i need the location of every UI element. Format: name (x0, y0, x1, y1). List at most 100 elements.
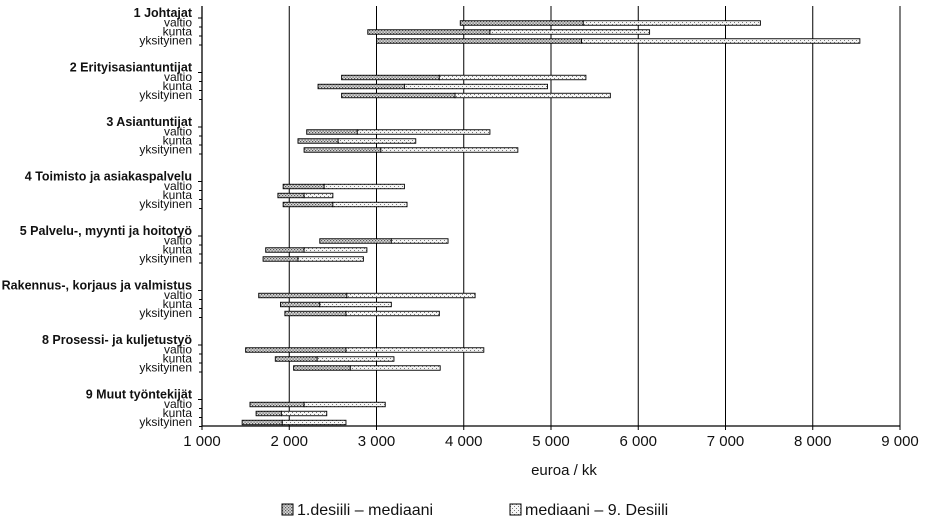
row-label: kunta (163, 352, 193, 366)
bar-segment-high (380, 147, 519, 153)
bar-segment-high (281, 419, 347, 426)
bar-segment-low (367, 29, 491, 35)
bar-segment-low (265, 247, 305, 253)
bar-segment-high (303, 247, 368, 253)
bar-segment-high (280, 410, 328, 417)
row-label: valtio (164, 343, 192, 357)
bar-segment-high (346, 292, 476, 299)
bar-segment-high (319, 301, 392, 308)
group-label: 3 Asiantuntijat (106, 115, 192, 129)
grid (288, 6, 901, 426)
group-label: 5 Palvelu-, myynti ja hoitotyö (20, 224, 193, 238)
bars (241, 20, 861, 426)
x-tick-label: 7 000 (707, 433, 745, 450)
x-tick-label: 5 000 (532, 433, 570, 450)
x-axis-ticks: 1 000 2 000 3 000 4 000 5 000 6 000 7 000 8 000… (183, 426, 919, 450)
bar-segment-low (280, 301, 321, 308)
bar-segment-low (459, 20, 584, 26)
row-label: valtio (164, 234, 192, 248)
bar-segment-low (341, 74, 440, 81)
bar-segment-high (337, 138, 417, 144)
group-label: 9 Muut työntekijät (86, 388, 193, 402)
row-label: yksityinen (139, 361, 192, 375)
bar-segment-low (284, 310, 347, 317)
bar-segment-low (306, 129, 358, 135)
bar-segment-low (282, 201, 334, 208)
x-tick-label: 8 000 (794, 433, 832, 450)
bar-segment-high (582, 20, 761, 26)
bar-segment-low (258, 292, 348, 299)
legend-swatch-low (281, 503, 294, 516)
group-label: 4 Toimisto ja asiakaspalvelu (25, 170, 192, 184)
row-label: valtio (164, 397, 192, 411)
bar-segment-high (332, 201, 408, 208)
bar-segment-low (376, 38, 582, 44)
row-label: valtio (164, 179, 192, 193)
bar-segment-low (341, 92, 456, 99)
bar-segment-low (319, 238, 392, 244)
bar-segment-low (255, 410, 282, 417)
bar-segment-high (345, 347, 485, 353)
legend-swatch-high (509, 503, 522, 516)
legend-item-high: mediaani – 9. Desiili (509, 502, 668, 519)
bar-segment-low (297, 138, 339, 144)
bar-segment-low (317, 83, 405, 90)
bar-segment-high (323, 183, 405, 190)
group-label: 2 Erityisasiantuntijat (70, 61, 193, 75)
row-label: valtio (164, 16, 192, 30)
bar-segment-high (403, 83, 548, 90)
row-label: yksityinen (139, 415, 192, 429)
row-label: yksityinen (139, 197, 192, 211)
row-label: kunta (163, 188, 193, 202)
bar-segment-low (282, 183, 325, 190)
row-label: yksityinen (139, 34, 192, 48)
bar-segment-high (297, 256, 364, 262)
x-tick-label: 3 000 (358, 433, 396, 450)
bar-segment-high (356, 129, 491, 135)
bar-segment-high (303, 192, 334, 199)
bar-segment-high (581, 38, 861, 44)
row-label: yksityinen (139, 88, 192, 102)
bar-segment-high (489, 29, 651, 35)
x-axis-title: euroa / kk (531, 462, 597, 479)
row-label: valtio (164, 288, 192, 302)
row-label: kunta (163, 406, 193, 420)
row-label: valtio (164, 70, 192, 84)
x-tick-label: 4 000 (445, 433, 483, 450)
row-label: yksityinen (139, 252, 192, 266)
x-tick-label: 2 000 (270, 433, 308, 450)
legend: 1.desiili – mediaani mediaani – 9. Desii… (281, 502, 668, 519)
row-label: kunta (163, 134, 193, 148)
bar-segment-low (293, 365, 351, 371)
row-label: kunta (163, 297, 193, 311)
x-tick-label: 1 000 (183, 433, 221, 450)
bar-segment-high (303, 401, 386, 408)
bar-segment-high (390, 238, 449, 244)
bar-segment-low (241, 419, 283, 426)
bar-segment-low (245, 347, 347, 353)
group-label: Rakennus-, korjaus ja valmistus (2, 279, 192, 293)
bar-segment-low (274, 356, 318, 362)
row-label: yksityinen (139, 143, 192, 157)
bar-segment-high (349, 365, 441, 371)
bar-segment-high (454, 92, 611, 99)
row-label: kunta (163, 25, 193, 39)
bar-segment-low (262, 256, 299, 262)
bar-segment-low (303, 147, 382, 153)
bar-segment-low (277, 192, 305, 199)
x-tick-label: 6 000 (619, 433, 657, 450)
bar-segment-low (249, 401, 305, 408)
legend-label-high: mediaani – 9. Desiili (525, 502, 668, 519)
group-label: 1 Johtajat (134, 6, 193, 20)
legend-item-low: 1.desiili – mediaani (281, 502, 433, 519)
row-label: valtio (164, 125, 192, 139)
bar-segment-high (345, 310, 440, 317)
row-label: kunta (163, 243, 193, 257)
row-label: kunta (163, 79, 193, 93)
group-label: 8 Prosessi- ja kuljetustyö (42, 333, 192, 347)
bar-segment-high (316, 356, 395, 362)
legend-label-low: 1.desiili – mediaani (297, 502, 433, 519)
row-label: yksityinen (139, 306, 192, 320)
